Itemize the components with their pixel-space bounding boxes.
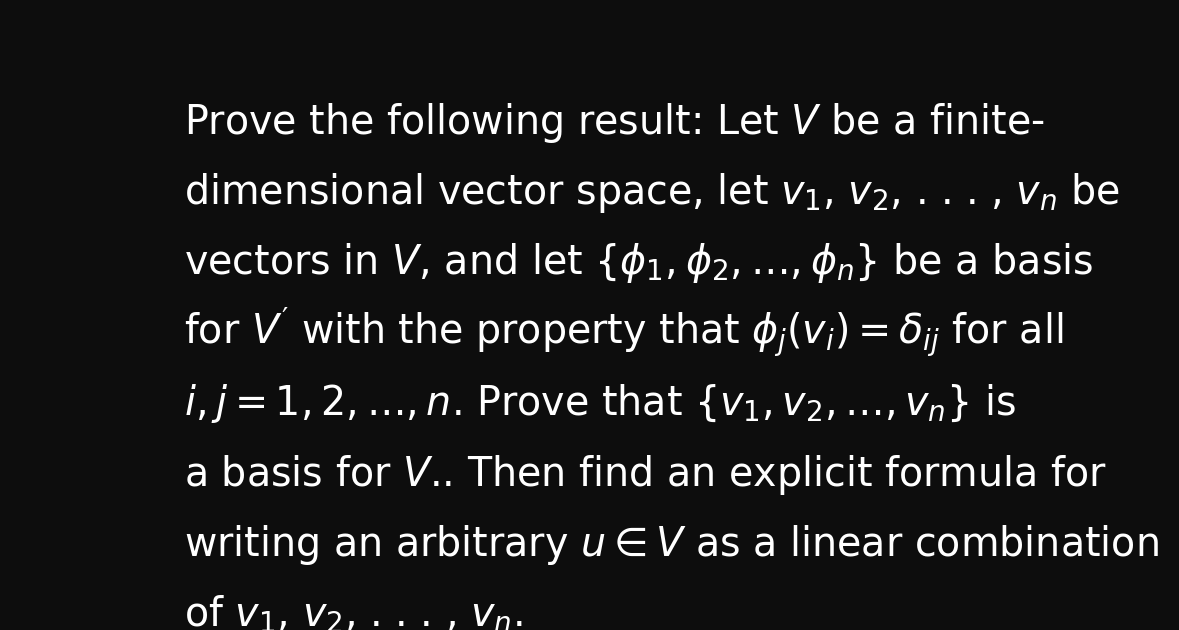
Text: dimensional vector space, let $v_1$, $v_2$, . . . , $v_n$ be: dimensional vector space, let $v_1$, $v_… [184, 171, 1120, 215]
Text: writing an arbitrary $u \in V$ as a linear combination: writing an arbitrary $u \in V$ as a line… [184, 523, 1159, 567]
Text: Prove the following result: Let $V$ be a finite-: Prove the following result: Let $V$ be a… [184, 101, 1045, 145]
Text: $i, j = 1, 2, \ldots, n$. Prove that $\{v_1, v_2, \ldots, v_n\}$ is: $i, j = 1, 2, \ldots, n$. Prove that $\{… [184, 382, 1016, 425]
Text: of $v_1$, $v_2$, . . . , $v_n$.: of $v_1$, $v_2$, . . . , $v_n$. [184, 593, 522, 630]
Text: for $V'$ with the property that $\phi_j(v_i) = \delta_{ij}$ for all: for $V'$ with the property that $\phi_j(… [184, 306, 1063, 360]
Text: a basis for $V$.. Then find an explicit formula for: a basis for $V$.. Then find an explicit … [184, 452, 1107, 496]
Text: vectors in $V$, and let $\{\phi_1, \phi_2, \ldots, \phi_n\}$ be a basis: vectors in $V$, and let $\{\phi_1, \phi_… [184, 241, 1093, 285]
